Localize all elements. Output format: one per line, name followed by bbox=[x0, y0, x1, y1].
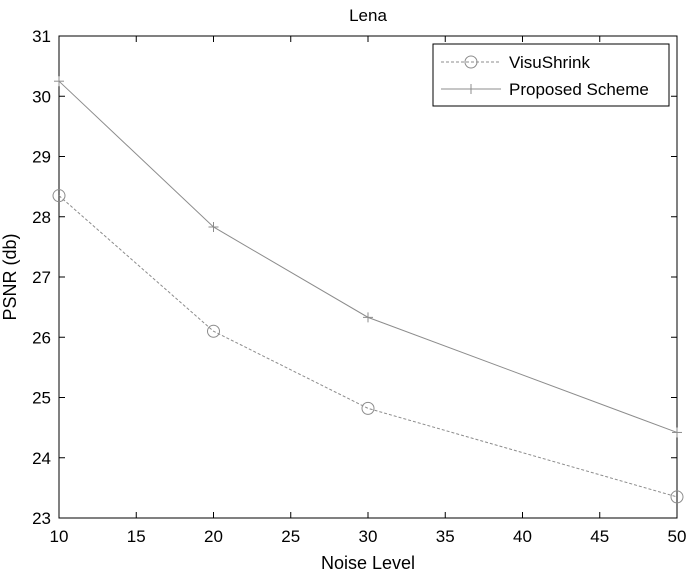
legend: VisuShrink Proposed Scheme bbox=[432, 43, 670, 107]
legend-marker bbox=[464, 55, 478, 69]
data-point-series-2 bbox=[672, 427, 682, 438]
data-point-series-2 bbox=[363, 312, 373, 323]
data-point-series-1 bbox=[52, 189, 66, 203]
y-axis: 23 24 25 26 27 28 29 30 31 bbox=[32, 27, 677, 528]
y-tick-label: 30 bbox=[32, 87, 51, 106]
x-tick-label: 20 bbox=[204, 527, 223, 546]
data-point-series-2 bbox=[208, 221, 219, 232]
x-tick-label: 45 bbox=[590, 527, 609, 546]
data-point-series-2 bbox=[54, 76, 64, 87]
y-tick-label: 26 bbox=[32, 328, 51, 347]
y-tick-label: 31 bbox=[32, 27, 51, 46]
series-line-1 bbox=[58, 195, 678, 498]
y-tick-label: 24 bbox=[32, 449, 51, 468]
plot-area bbox=[58, 35, 678, 519]
series-layer bbox=[52, 76, 684, 504]
x-tick-label: 40 bbox=[513, 527, 532, 546]
y-tick-label: 25 bbox=[32, 389, 51, 408]
x-tick-label: 35 bbox=[436, 527, 455, 546]
data-point-series-1 bbox=[207, 324, 220, 338]
legend-box bbox=[432, 43, 670, 107]
y-tick-label: 29 bbox=[32, 148, 51, 167]
y-tick-label: 28 bbox=[32, 208, 51, 227]
y-tick-label: 23 bbox=[32, 509, 51, 528]
chart-title: Lena bbox=[349, 6, 387, 25]
x-axis-label: Noise Level bbox=[321, 553, 415, 573]
legend-label: VisuShrink bbox=[509, 53, 590, 72]
x-tick-label: 30 bbox=[359, 527, 378, 546]
x-tick-label: 10 bbox=[50, 527, 69, 546]
x-tick-label: 50 bbox=[668, 527, 687, 546]
series-line-2 bbox=[58, 80, 678, 433]
x-tick-label: 25 bbox=[281, 527, 300, 546]
legend-marker bbox=[466, 84, 476, 94]
data-point-series-1 bbox=[361, 401, 375, 415]
y-axis-label: PSNR (db) bbox=[0, 233, 20, 320]
y-tick-label: 27 bbox=[32, 268, 51, 287]
legend-label: Proposed Scheme bbox=[509, 80, 649, 99]
data-point-series-1 bbox=[670, 490, 684, 504]
x-axis: 10 15 20 25 30 35 40 45 50 bbox=[50, 36, 687, 546]
x-tick-label: 15 bbox=[127, 527, 146, 546]
